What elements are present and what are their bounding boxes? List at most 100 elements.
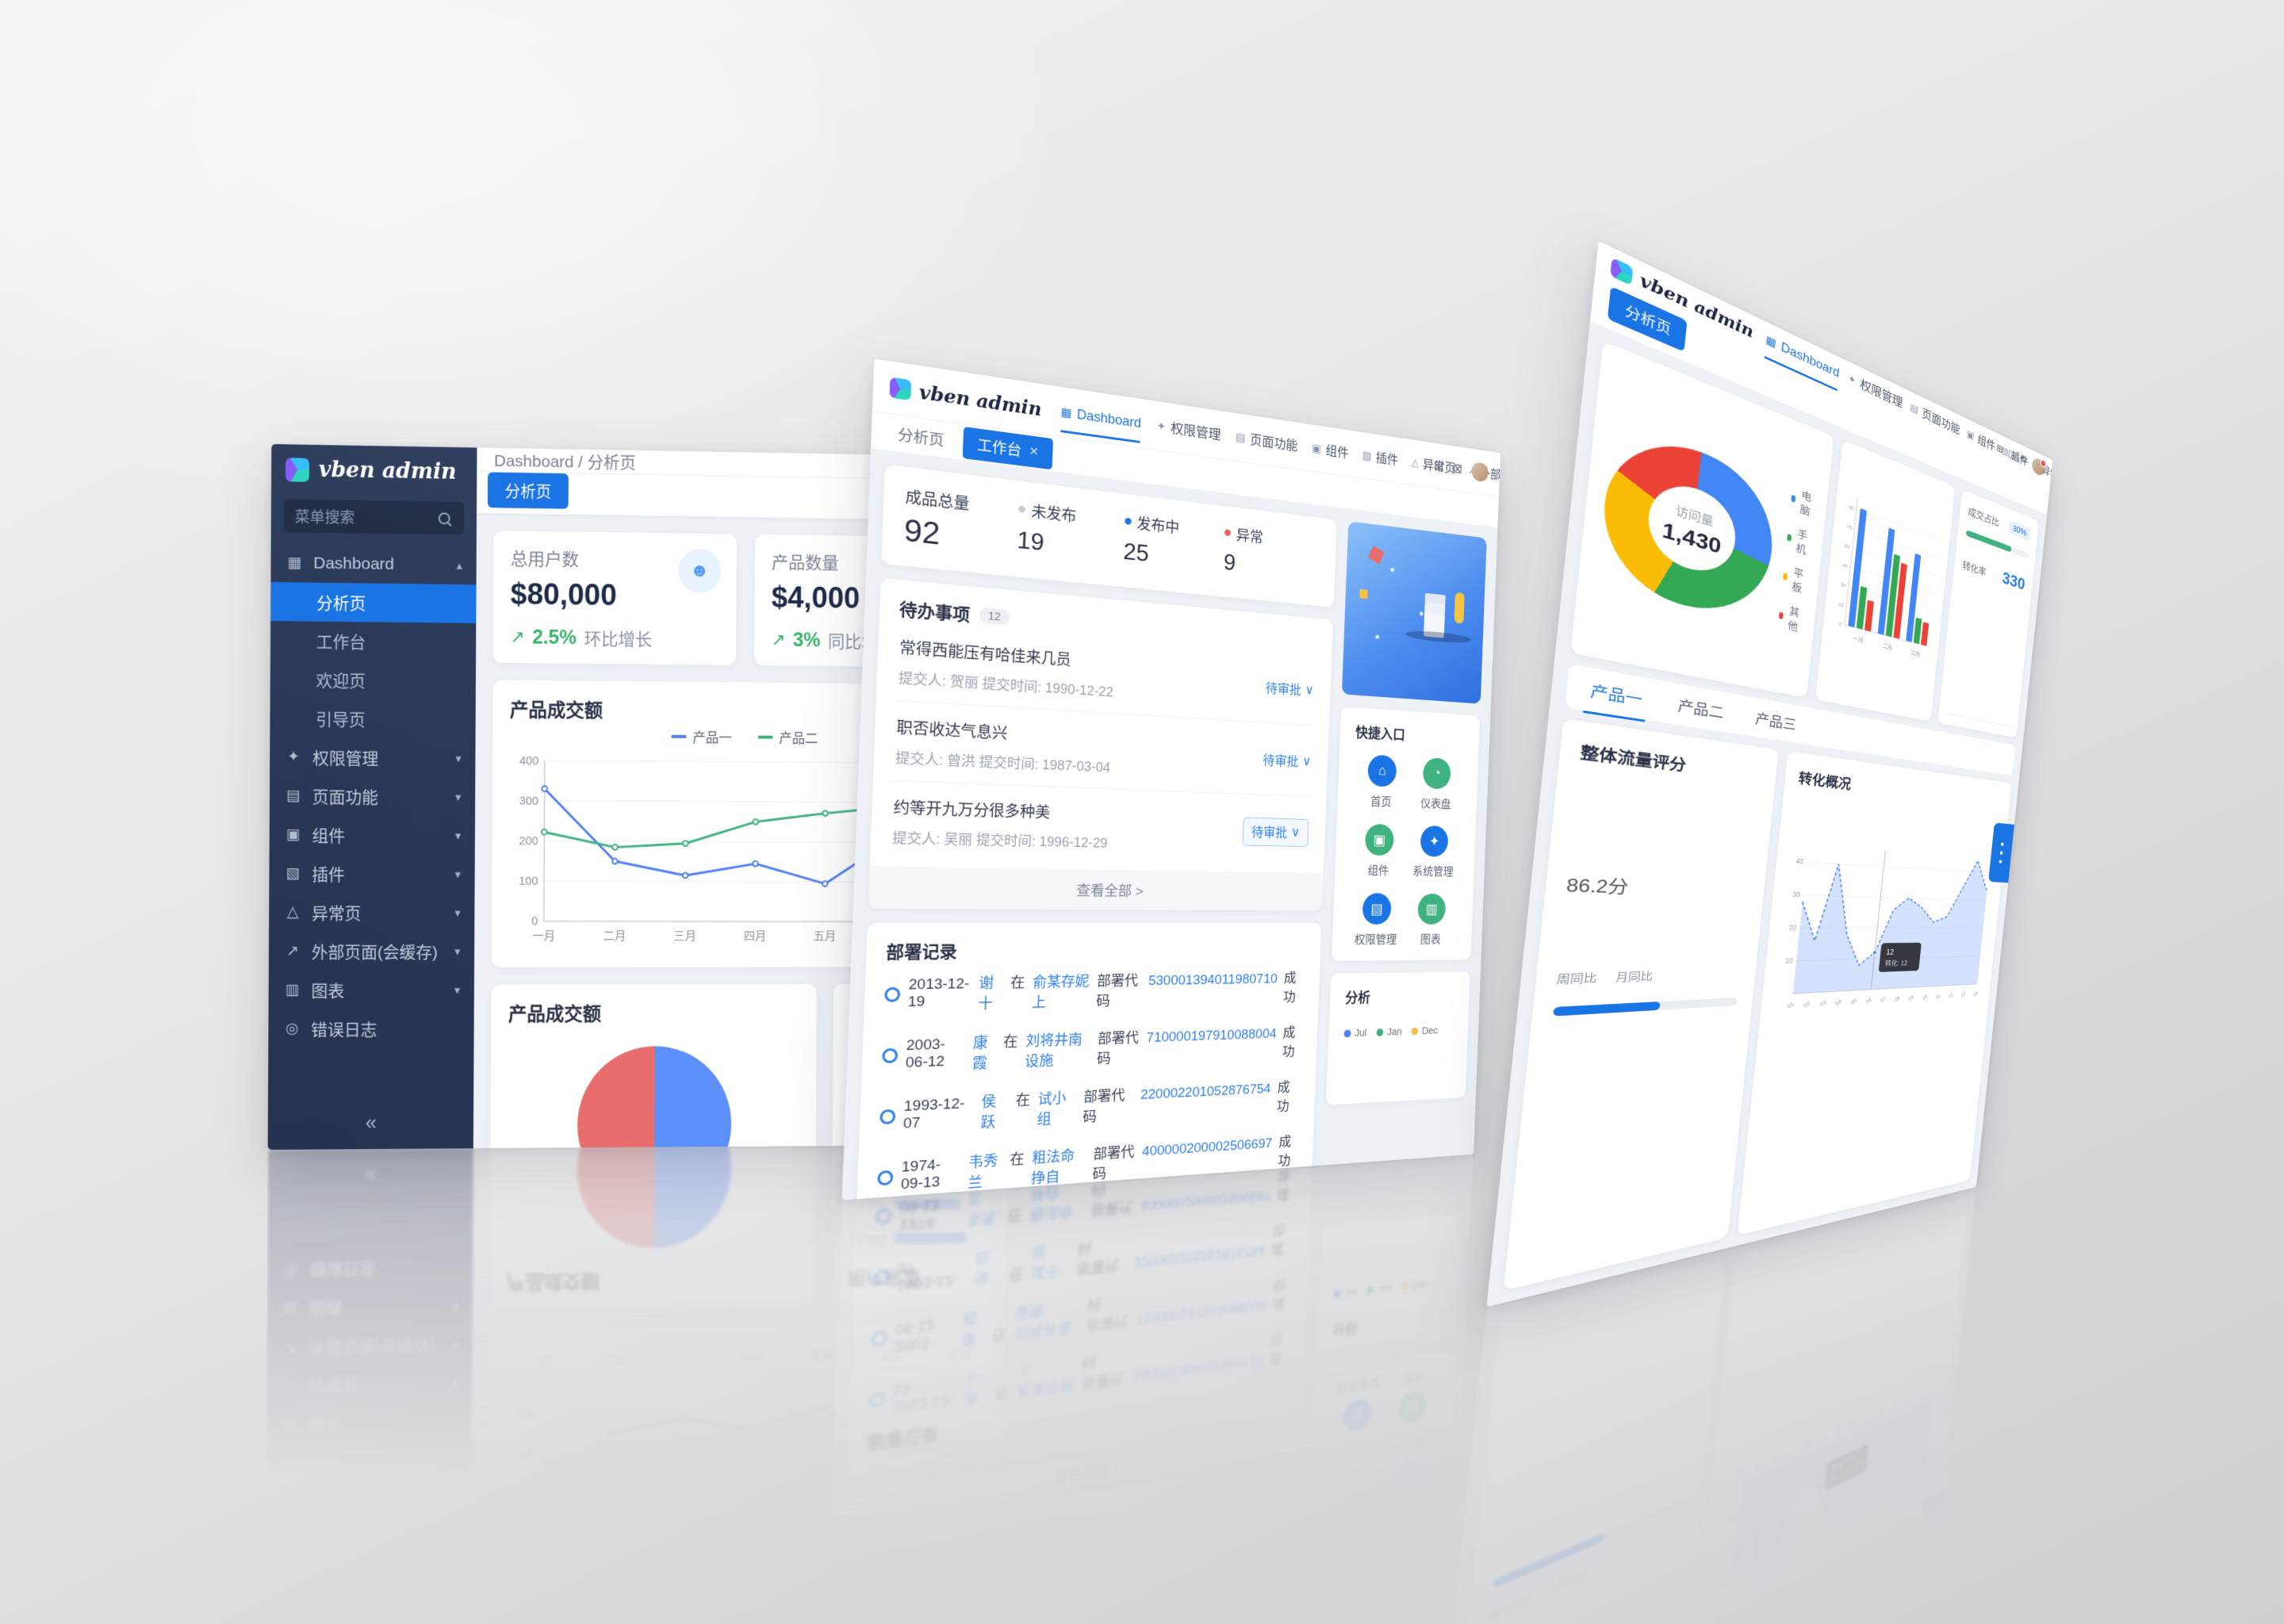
user-avatar[interactable] [1471, 461, 1489, 483]
sidebar-item-图表[interactable]: ▥ 图表 ▾ [269, 971, 474, 1009]
nav-item-Dashboard[interactable]: ▦ Dashboard [1061, 404, 1142, 431]
deploy-code-link[interactable]: 710000197910088004 [1146, 1026, 1277, 1046]
sidebar-item-外部页面(会缓存)[interactable]: ↗ 外部页面(会缓存) ▾ [269, 932, 474, 971]
deploy-code-link[interactable]: 400000200002506697 [1141, 1136, 1273, 1160]
tab-analysis[interactable]: 分析页 [487, 472, 569, 509]
svg-text:一月: 一月 [532, 930, 555, 943]
quick-entry-组件[interactable]: ▣ 组件 [1350, 823, 1408, 879]
svg-text:六月: 六月 [881, 1348, 903, 1362]
header-action-icon[interactable]: ◫ [2007, 448, 2016, 462]
header-action-icon[interactable]: ⊞ [1433, 458, 1444, 474]
legend-item: 产品一 [671, 726, 732, 746]
trend-up-icon: ↗ [510, 626, 525, 647]
nav-item-label: 权限管理 [1859, 377, 1903, 411]
svg-text:200: 200 [519, 835, 538, 848]
sidebar-item-错误日志[interactable]: ◎ 错误日志 [268, 1009, 473, 1048]
brand-name: vben admin [318, 458, 457, 485]
nav-item-页面功能[interactable]: ▤ 页面功能 [1236, 427, 1298, 454]
sidebar-item-异常页[interactable]: △ 异常页 ▾ [269, 893, 474, 932]
nav-item-页面功能[interactable]: ▤ 页面功能 [1910, 399, 1961, 438]
deploy-code-link[interactable]: 530001394011980710 [1148, 971, 1278, 989]
deploy-code-label: 部署代码 [1092, 1144, 1135, 1183]
stat-item: 未发布 19 [1017, 497, 1125, 565]
analysis-legend: Jul Jan Dec [1343, 1025, 1454, 1040]
bar-chart-card: 90 75 60 45 30 15 0 一月 二月 三月 [1815, 439, 1956, 722]
sidebar-item-插件[interactable]: ▧ 插件 ▾ [269, 854, 474, 893]
quick-entry-图表[interactable]: ▥ 图表 [1403, 893, 1459, 947]
deploy-user-link[interactable]: 韦秀兰 [967, 1153, 998, 1193]
quick-entry-系统管理[interactable]: ✦ 系统管理 [1406, 825, 1462, 879]
deploy-place-link[interactable]: 俞某存妮上 [1031, 974, 1090, 1012]
header-action-icon[interactable]: ⊞ [1995, 442, 2003, 456]
quick-entry-icon: ◔ [1422, 757, 1451, 790]
svg-text:一月: 一月 [530, 1353, 553, 1365]
approve-button[interactable]: 待审批 ∨ [1266, 678, 1314, 699]
quick-entry-权限管理[interactable]: ▤ 权限管理 [1347, 893, 1405, 948]
svg-text:30: 30 [1840, 581, 1846, 588]
nav-item-组件[interactable]: ▣ 组件 [1312, 439, 1349, 462]
score-card: 整体流量评分 86.2分 周同比 月同比 [1503, 718, 1779, 1291]
right-window: vben admin ▦Dashboard✦权限管理▤页面功能▣组件▧插件△异常… [1374, 240, 2053, 1624]
nav-item-组件[interactable]: ▣ 组件 [1966, 426, 1996, 454]
sidebar-item-组件[interactable]: ▣ 组件 ▾ [270, 815, 475, 855]
svg-text:03: 03 [1772, 1454, 1780, 1461]
header-action-icon[interactable]: ⊠ [1452, 461, 1463, 477]
tab-产品三[interactable]: 产品三 [1754, 711, 1797, 733]
close-icon[interactable]: ✕ [1029, 444, 1040, 459]
svg-text:400: 400 [519, 755, 538, 768]
sidebar-item-权限管理[interactable]: ✦ 权限管理 ▾ [270, 737, 475, 778]
deploy-code-link[interactable]: 220002201052876754 [1140, 1081, 1271, 1103]
approve-button[interactable]: 待审批 ∨ [1263, 750, 1311, 771]
legend-dot [1778, 611, 1784, 620]
nav-item-权限管理[interactable]: ✦ 权限管理 [1847, 370, 1903, 412]
deploy-user-link[interactable]: 康霞 [971, 1035, 989, 1073]
quick-entry-仪表盘[interactable]: ◔ 仪表盘 [1408, 756, 1464, 812]
nav-item-Dashboard[interactable]: ▦ Dashboard [1765, 332, 1840, 381]
sidebar-subitem-工作台[interactable]: 工作台 [316, 633, 366, 652]
charts-row: 访问量 1,430 电脑 手机 平板 其他 90 75 60 45 30 15 0 一月 二月 三月 成… [1570, 340, 2040, 738]
nav-item-icon: ▣ [1966, 428, 1975, 442]
legend-dot [1782, 573, 1788, 581]
chevron-icon: ▾ [454, 868, 462, 882]
legend-item: Jul [1343, 1027, 1367, 1040]
approve-button[interactable]: 待审批 ∨ [1242, 816, 1309, 847]
legend-label: Jul [1354, 1027, 1367, 1040]
sidebar-subitem-引导页[interactable]: 引导页 [316, 710, 366, 730]
nav-item-权限管理[interactable]: ✦ 权限管理 [1156, 416, 1221, 444]
nav-item-label: 权限管理 [1170, 420, 1221, 443]
todo-list: 常得西能压有哈佳来几员 提交人: 贺丽 提交时间: 1990-12-22 待审批 ∨ 职… [890, 620, 1316, 868]
square-decoration [1359, 588, 1368, 599]
todo-item-title: 约等开九万分很多种美 [893, 799, 1051, 822]
timeline-dot-icon [879, 1109, 896, 1124]
svg-text:200: 200 [515, 1448, 535, 1461]
legend-label: Jan [1386, 1025, 1402, 1038]
deploy-user-link[interactable]: 谢十 [978, 975, 994, 1013]
todo-item-main: 职否收达气息兴 提交人: 曾洪 提交时间: 1987-03-04 [895, 715, 1263, 783]
right-body: 访问量 1,430 电脑 手机 平板 其他 90 75 60 45 30 15 0 一月 二月 三月 成… [1486, 322, 2047, 1308]
quick-entry-首页[interactable]: ⌂ 首页 [1353, 754, 1411, 810]
tab-产品二[interactable]: 产品二 [1677, 698, 1725, 722]
sidebar-item-页面功能[interactable]: ▤ 页面功能 ▾ [270, 776, 475, 816]
svg-text:20: 20 [1723, 1546, 1731, 1558]
tab-产品一[interactable]: 产品一 [1589, 679, 1643, 710]
quick-entry-icon: ⌂ [1367, 754, 1397, 787]
deploy-place-link[interactable]: 试小组 [1037, 1090, 1067, 1128]
nav-item-label: Dashboard [1780, 339, 1841, 380]
sidebar-subitem-欢迎页[interactable]: 欢迎页 [316, 672, 366, 691]
sidebar-item-dashboard[interactable]: ▦ Dashboard ▴ [270, 543, 476, 584]
nav-item-label: Dashboard [1076, 406, 1142, 431]
menu-search-input[interactable]: 菜单搜索 [283, 499, 465, 535]
sidebar-subitem-分析页[interactable]: 分析页 [270, 582, 477, 623]
view-all-button[interactable]: 查看全部 > [868, 866, 1324, 911]
sidebar-collapse-button[interactable]: « [365, 1110, 377, 1135]
nav-item-插件[interactable]: ▧ 插件 [1362, 446, 1399, 469]
stat-delta-value: 2.5% [532, 626, 577, 649]
user-avatar[interactable] [2031, 456, 2047, 477]
legend-label: 电脑 [1799, 489, 1812, 519]
deploy-place-link[interactable]: 刘将井南设施 [1024, 1032, 1083, 1071]
svg-text:45: 45 [1842, 562, 1849, 569]
deploy-user-link[interactable]: 侯跃 [980, 1094, 997, 1132]
deploy-place-link[interactable]: 粗法命挣自 [1030, 1148, 1075, 1188]
header-action-icon[interactable]: ↻ [2020, 454, 2028, 467]
deploy-code-label: 部署代码 [1096, 1030, 1140, 1067]
